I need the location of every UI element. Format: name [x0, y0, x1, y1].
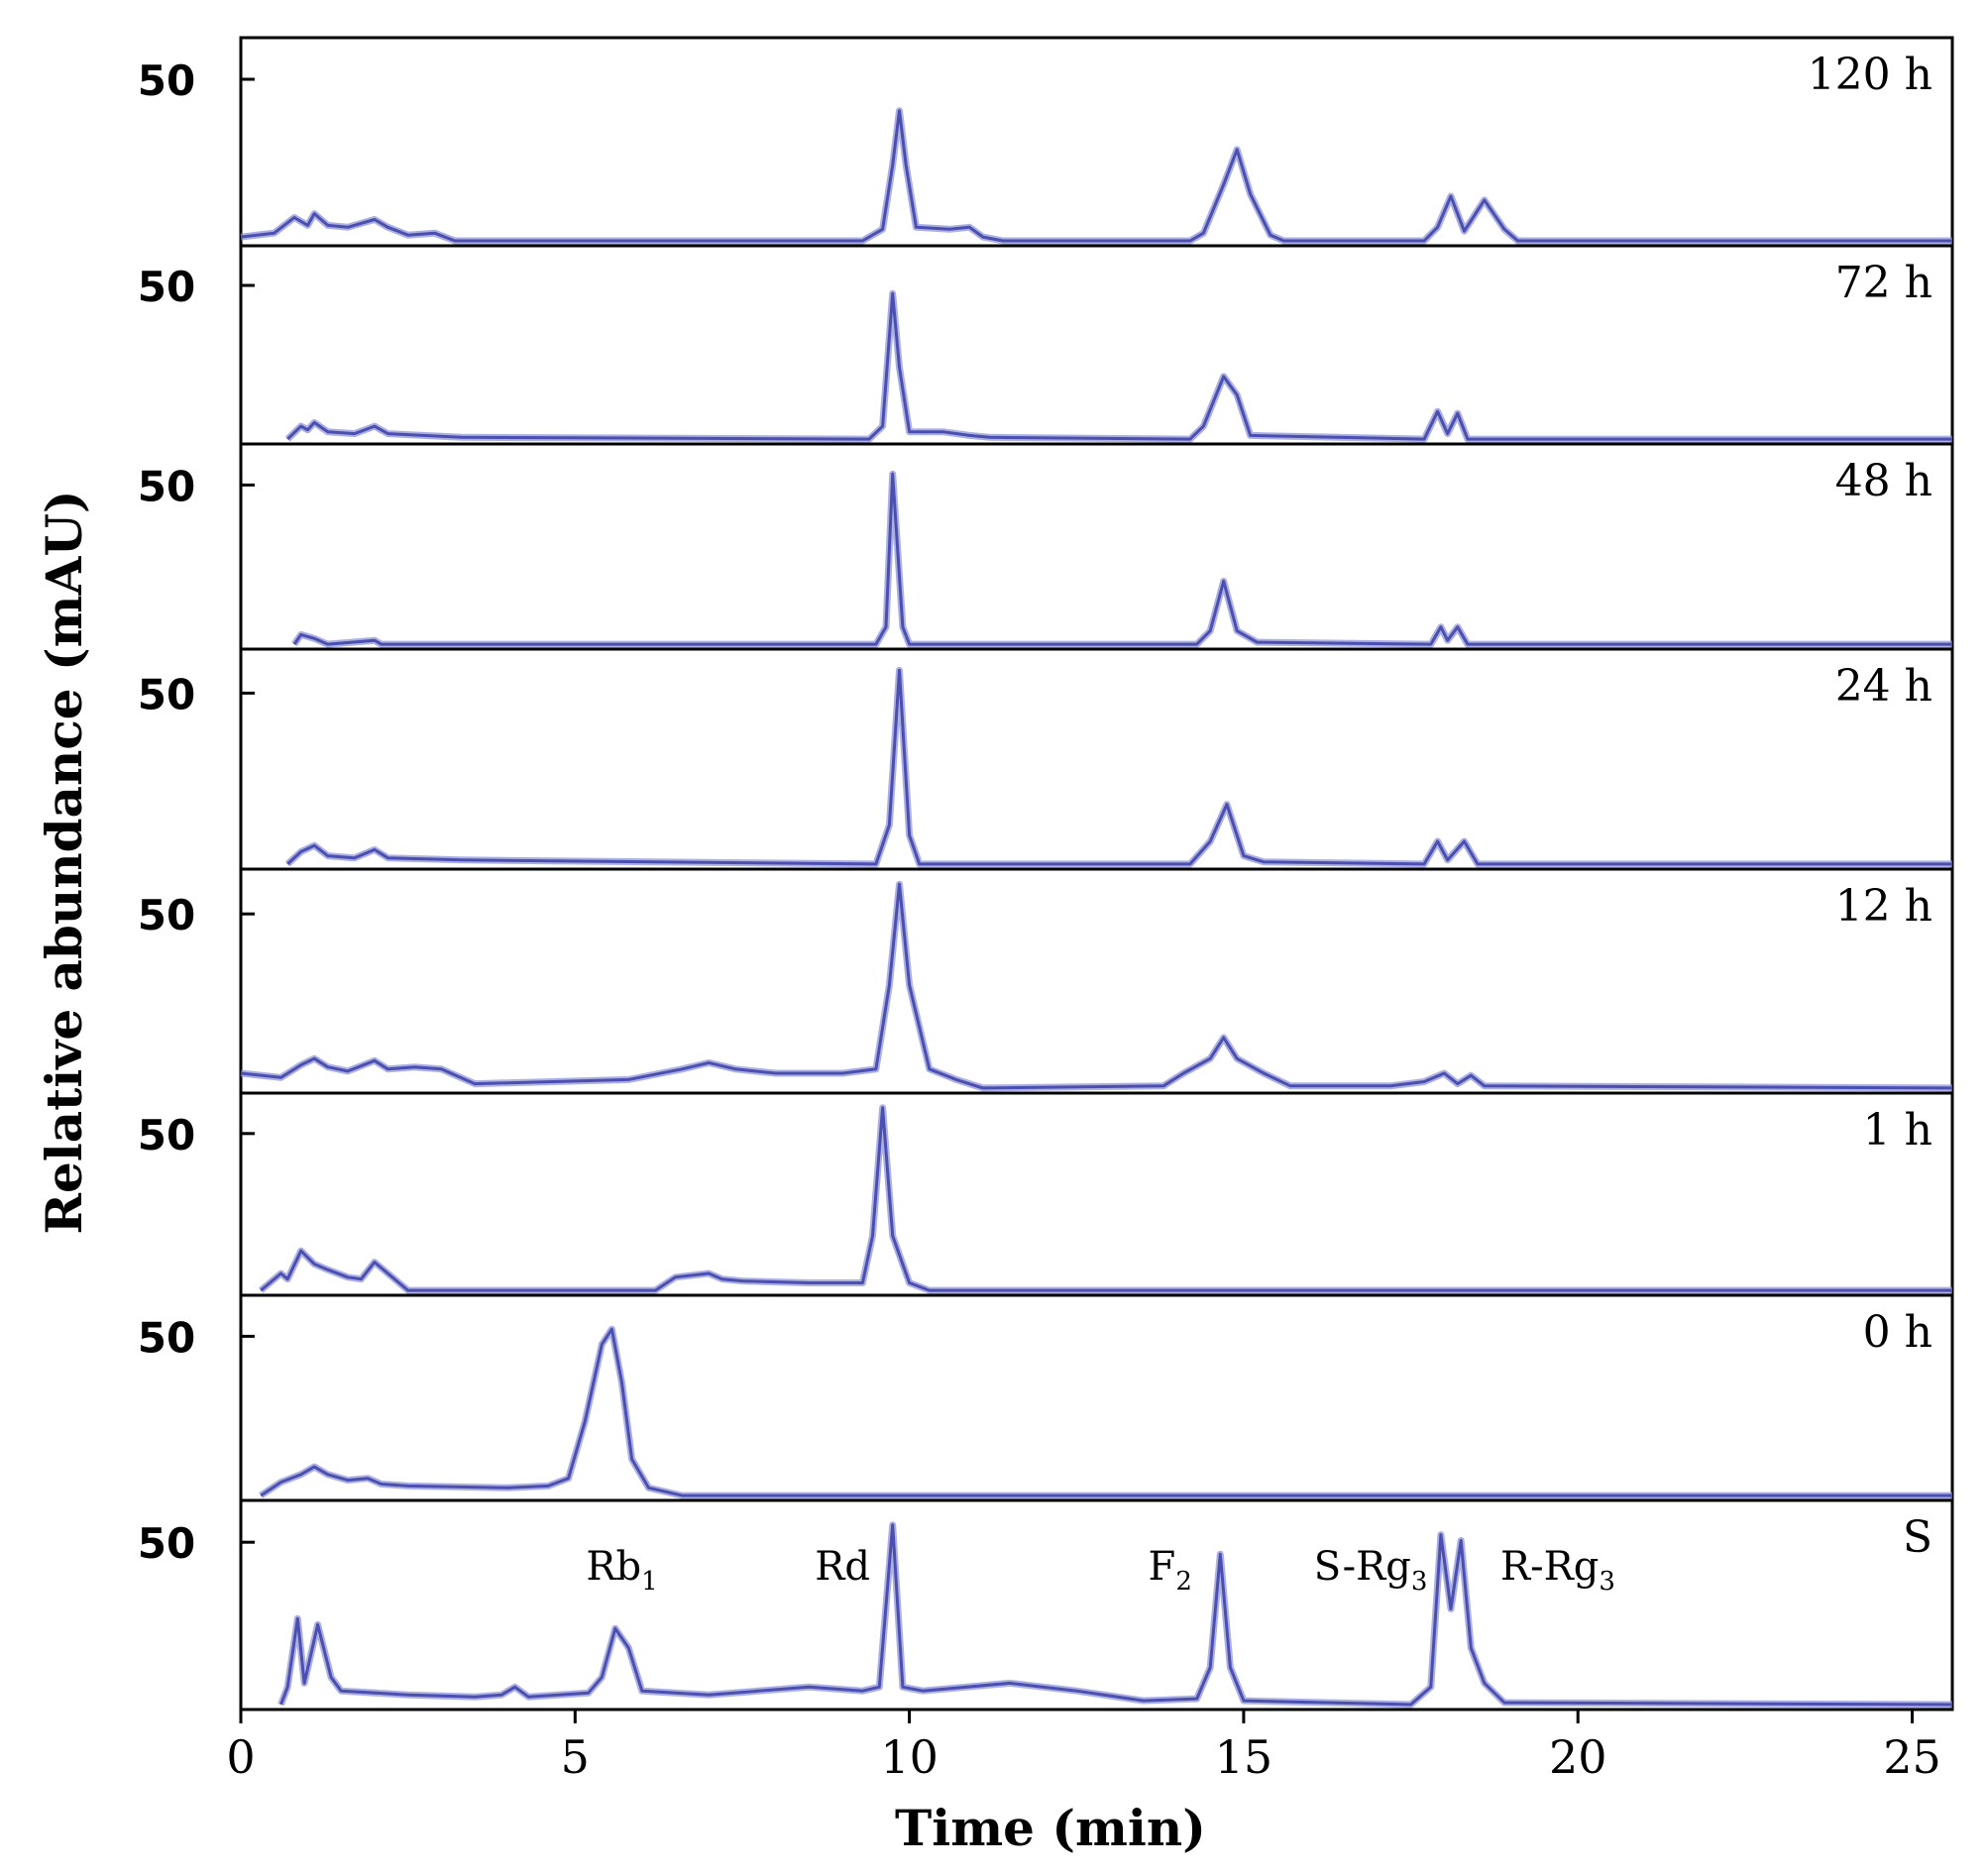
- trace-halo: [240, 880, 1953, 1092]
- panel: 50 120 h: [138, 36, 1954, 248]
- trace-halo: [277, 1521, 1953, 1709]
- trace-halo: [291, 470, 1952, 648]
- panel-frame: [239, 244, 1954, 446]
- trace-line: [286, 668, 1952, 866]
- panel-label: 0 h: [1863, 1307, 1932, 1358]
- panel: 50 1 h: [138, 1091, 1954, 1297]
- y-tick-label: 50: [138, 670, 195, 718]
- trace-halo: [240, 107, 1952, 245]
- panel-label: S: [1903, 1512, 1932, 1563]
- panel-frame: [239, 36, 1954, 248]
- trace-halo: [258, 1104, 1952, 1294]
- trace-line: [279, 1523, 1953, 1707]
- peak-label: Rd: [815, 1544, 870, 1590]
- panel-label: 48 h: [1835, 456, 1932, 506]
- trace-line: [292, 472, 1952, 646]
- panel-label: 72 h: [1835, 258, 1932, 308]
- y-tick-label: 50: [138, 56, 195, 105]
- trace-halo: [284, 666, 1952, 868]
- panel: 50 0 h: [138, 1293, 1954, 1502]
- panel-frame: [239, 442, 1954, 651]
- panel-frame: [239, 1091, 1954, 1297]
- trace-halo: [284, 289, 1952, 443]
- panel-frame: [239, 1498, 1954, 1711]
- x-tick-label: 0: [226, 1730, 255, 1784]
- x-tick-label: 25: [1883, 1730, 1941, 1784]
- y-tick-label: 50: [138, 891, 195, 939]
- y-axis-title: Relative abundance (mAU): [35, 490, 93, 1234]
- panel: 50 S: [138, 1498, 1954, 1711]
- panel-label: 24 h: [1835, 661, 1932, 712]
- panel: 50 72 h: [138, 244, 1954, 446]
- peak-label: Rb1: [586, 1544, 657, 1597]
- panel-label: 120 h: [1808, 50, 1932, 100]
- x-axis-title: Time (min): [895, 1799, 1206, 1857]
- panel: 50 48 h: [138, 442, 1954, 651]
- trace-line: [240, 109, 1952, 243]
- trace-line: [260, 1327, 1952, 1497]
- y-tick-label: 50: [138, 1313, 195, 1362]
- x-tick-label: 5: [561, 1730, 590, 1784]
- y-tick-label: 50: [138, 1111, 195, 1159]
- y-tick-label: 50: [138, 263, 195, 311]
- trace-line: [240, 882, 1953, 1090]
- trace-line: [286, 291, 1952, 441]
- peak-label: R-Rg3: [1500, 1544, 1615, 1597]
- x-tick-label: 10: [880, 1730, 938, 1784]
- y-tick-label: 50: [138, 462, 195, 510]
- panel-frame: [239, 1293, 1954, 1502]
- panel-label: 1 h: [1863, 1105, 1932, 1156]
- trace-line: [260, 1106, 1952, 1292]
- peak-label: S-Rg3: [1314, 1544, 1428, 1597]
- panel: 50 12 h: [138, 867, 1954, 1095]
- x-axis: 0 5 10 15 20 25: [226, 1710, 1941, 1784]
- peak-label: F2: [1149, 1544, 1192, 1597]
- panel-frame: [239, 647, 1954, 871]
- y-tick-label: 50: [138, 1519, 195, 1568]
- x-tick-label: 20: [1549, 1730, 1607, 1784]
- x-tick-label: 15: [1215, 1730, 1273, 1784]
- panel-label: 12 h: [1835, 881, 1932, 932]
- panel: 50 24 h: [138, 647, 1954, 871]
- trace-halo: [259, 1325, 1952, 1499]
- chart-panels: 50 120 h 50 72 h 50 48 h 50 24 h 50 12 h 50 1 h 50 0 …: [138, 36, 1954, 1711]
- panel-frame: [239, 867, 1954, 1095]
